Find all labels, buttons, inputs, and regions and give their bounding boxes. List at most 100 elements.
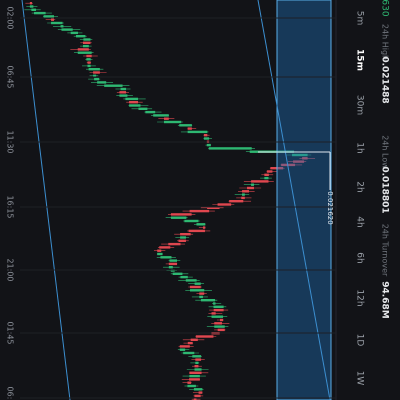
candle-body <box>187 381 192 384</box>
candle-body <box>180 233 191 236</box>
candle-body <box>77 51 92 54</box>
timeframe-tab[interactable]: 6h <box>355 252 365 263</box>
candle-body <box>193 388 203 391</box>
candle-body <box>198 391 203 394</box>
candle-body <box>202 226 206 229</box>
candle-body <box>129 101 139 104</box>
candle-body <box>184 219 199 223</box>
stat-label: 24h Low <box>381 135 390 169</box>
candle-body <box>119 91 127 94</box>
candle-body <box>214 322 222 325</box>
candle-body <box>293 160 305 163</box>
candle-body <box>104 84 123 87</box>
candle-body <box>180 236 186 239</box>
time-label: 21:00 <box>6 258 15 281</box>
candle-body <box>195 358 202 361</box>
candle-body <box>94 77 100 81</box>
candle-body <box>138 107 148 110</box>
candles <box>24 2 316 400</box>
candle-body <box>70 31 78 35</box>
candle-body <box>168 266 173 269</box>
candle-body <box>251 180 269 183</box>
candle-body <box>87 61 91 64</box>
candle-body <box>153 114 169 117</box>
candle-body <box>292 153 308 157</box>
candle-body <box>188 229 205 233</box>
candle-body <box>193 398 197 400</box>
candle-body <box>33 11 46 15</box>
timeframe-tab[interactable]: 2h <box>355 181 365 192</box>
candle-body <box>97 81 107 84</box>
price-marker: 0.021620 <box>326 191 334 224</box>
candle-body <box>192 355 202 358</box>
candle-body <box>189 371 202 374</box>
candle-body <box>185 279 197 282</box>
candle-body <box>302 157 308 160</box>
candle-body <box>187 127 192 130</box>
candle-body <box>179 124 192 127</box>
candle-body <box>168 242 181 246</box>
last-price: 630 <box>380 0 390 17</box>
candle-body <box>145 110 156 114</box>
timeframe-tab[interactable]: 4h <box>355 216 365 227</box>
candle-body <box>51 21 63 25</box>
candle-body <box>82 44 89 48</box>
candle-body <box>189 209 210 213</box>
candle-body <box>206 143 211 147</box>
timeframe-tab[interactable]: 5m <box>355 11 365 26</box>
candle-body <box>164 117 169 120</box>
candle-body <box>75 35 86 38</box>
stat-label: 24h High <box>381 24 390 60</box>
timeframe-tab[interactable]: 12h <box>355 289 365 306</box>
candle-body <box>157 252 163 256</box>
timeframe-tab[interactable]: 1h <box>355 142 365 153</box>
candle-body <box>190 338 198 341</box>
candle-body <box>199 295 203 299</box>
stat-value: 94.68M <box>380 281 390 318</box>
candle-body <box>241 196 245 200</box>
candle-body <box>51 18 55 21</box>
candle-body <box>196 223 206 226</box>
candle-body <box>208 147 252 150</box>
candle-body <box>189 374 200 378</box>
candle-body <box>195 361 199 365</box>
timeframe-tab[interactable]: 30m <box>355 95 365 115</box>
candle-body <box>86 54 92 58</box>
candle-body <box>213 308 224 312</box>
candle-body <box>194 365 199 368</box>
candle-body <box>242 190 250 193</box>
highlight-band <box>276 0 332 400</box>
candle-body <box>88 68 100 71</box>
candle-body <box>160 256 172 259</box>
candle-body <box>172 272 183 275</box>
candle-body <box>119 94 128 97</box>
candle-body <box>217 328 225 332</box>
timeframe-tab[interactable]: 15m <box>355 49 365 71</box>
candle-body <box>120 87 127 91</box>
candle-body <box>266 170 273 173</box>
candle-body <box>83 38 91 41</box>
candle-body <box>61 28 73 31</box>
candle-body <box>82 41 91 44</box>
candle-body <box>178 239 186 242</box>
candle-body <box>129 104 141 107</box>
candle-body <box>93 74 97 77</box>
time-label: 06:45 <box>6 65 15 88</box>
timeframe-tab[interactable]: 1D <box>355 334 365 347</box>
candle-body <box>125 97 139 101</box>
candle-body <box>93 71 100 74</box>
stat-label: 24h Turnover <box>381 224 390 277</box>
candle-body <box>242 193 245 196</box>
candle-body <box>170 213 192 216</box>
candle-body <box>194 394 201 398</box>
candle-body <box>159 246 171 249</box>
candle-body <box>31 8 36 11</box>
timeframe-tab[interactable]: 1W <box>355 371 365 386</box>
candle-body <box>77 48 89 51</box>
candle-body <box>87 64 91 68</box>
candle-body <box>229 200 244 203</box>
candle-body <box>194 368 202 371</box>
candle-body <box>179 348 186 351</box>
candle-body <box>187 341 193 345</box>
candle-body <box>203 137 210 140</box>
